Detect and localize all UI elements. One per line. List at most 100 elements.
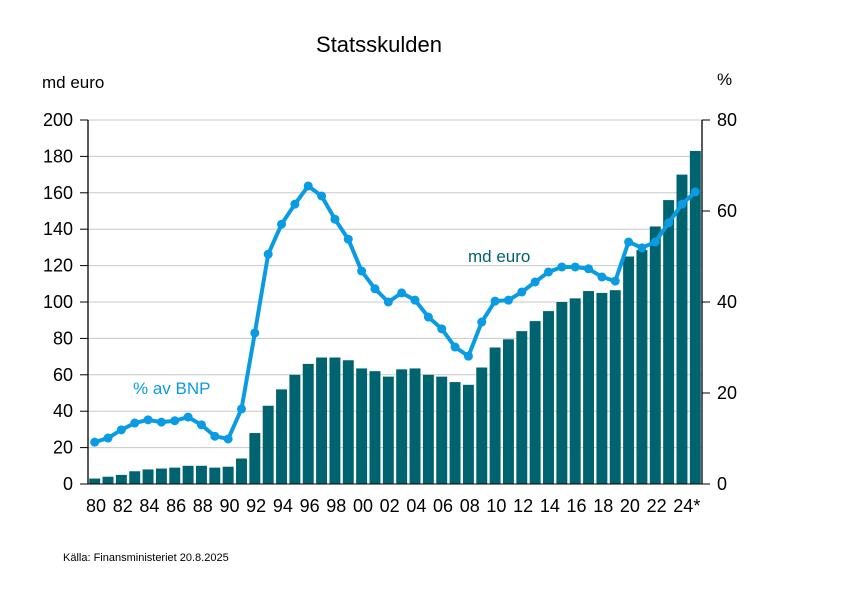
line-point	[463, 351, 473, 361]
bar	[182, 465, 194, 484]
line-point	[116, 425, 126, 435]
right-axis-unit: %	[717, 70, 732, 89]
line-point	[610, 276, 620, 286]
line-point	[183, 412, 193, 422]
bar	[516, 331, 528, 484]
x-tick-label: 16	[567, 496, 587, 516]
bar	[89, 478, 101, 484]
bar	[169, 467, 181, 484]
left-tick-label: 200	[43, 110, 73, 130]
line-point	[237, 404, 246, 414]
bar	[663, 200, 675, 484]
line-point	[370, 284, 380, 294]
right-tick-label: 40	[717, 292, 737, 312]
x-tick-label: 98	[326, 496, 346, 516]
x-tick-label: 88	[193, 496, 213, 516]
source-note: Källa: Finansministeriet 20.8.2025	[63, 552, 229, 564]
bar	[222, 466, 234, 484]
bar	[422, 374, 434, 484]
line-point	[650, 237, 660, 247]
x-tick-label: 18	[593, 496, 613, 516]
line-point	[103, 433, 113, 443]
line-point	[597, 272, 607, 282]
line-point	[624, 237, 634, 247]
bar	[276, 389, 288, 484]
bar	[569, 298, 581, 484]
bar	[556, 302, 568, 484]
x-tick-label: 80	[86, 496, 106, 516]
left-tick-label: 80	[53, 328, 73, 348]
line-point	[557, 262, 567, 272]
bar	[302, 363, 314, 484]
bar	[396, 369, 408, 484]
x-tick-label: 12	[513, 496, 533, 516]
line-point	[90, 437, 100, 447]
x-tick-label: 96	[300, 496, 320, 516]
bar-series	[89, 150, 701, 484]
left-tick-label: 180	[43, 146, 73, 166]
line-point	[450, 342, 460, 352]
bar	[462, 384, 474, 484]
line-point	[677, 199, 687, 209]
line-point	[410, 295, 420, 305]
bar	[316, 357, 328, 484]
line-point	[490, 296, 500, 306]
right-tick-label: 60	[717, 201, 737, 221]
left-tick-label: 140	[43, 219, 73, 239]
left-tick-label: 60	[53, 365, 73, 385]
bar	[623, 256, 635, 484]
bar	[476, 367, 488, 484]
line-point	[517, 287, 527, 297]
bar-series-label: md euro	[468, 247, 530, 266]
x-tick-label: 20	[620, 496, 640, 516]
line-point	[570, 262, 580, 272]
line-point	[477, 317, 487, 327]
line-series-label: % av BNP	[133, 379, 210, 398]
line-series	[90, 181, 700, 447]
line-point	[210, 431, 220, 441]
x-tick-label: 86	[166, 496, 186, 516]
x-tick-label: 10	[486, 496, 506, 516]
x-tick-label: 90	[219, 496, 239, 516]
x-tick-label: 14	[540, 496, 560, 516]
left-tick-labels: 0 20 40 60 80 100 120 140 160 180 200	[43, 110, 73, 494]
left-tick-label: 40	[53, 401, 73, 421]
x-tick-label: 92	[246, 496, 266, 516]
line-point	[156, 417, 166, 427]
bar	[142, 469, 154, 484]
x-tick-label: 82	[113, 496, 133, 516]
left-tick-label: 0	[63, 474, 73, 494]
bar	[155, 468, 167, 484]
line-point	[637, 243, 647, 253]
bar	[262, 405, 274, 484]
x-tick-label: 84	[139, 496, 159, 516]
line-point	[397, 288, 407, 298]
x-tick-label: 02	[380, 496, 400, 516]
bar	[369, 371, 381, 484]
bar	[289, 374, 301, 484]
bar	[329, 357, 341, 484]
bar	[356, 368, 368, 484]
x-tick-labels: 80 82 84 86 88 90 92 94 96 98 00 02 04 06 08 10 12 14 16 18…	[86, 496, 700, 516]
bar	[195, 465, 207, 484]
line-point	[143, 415, 153, 425]
line-point	[170, 416, 180, 426]
bar	[115, 474, 127, 484]
line-point	[223, 434, 233, 444]
bar	[102, 476, 114, 484]
line-point	[544, 267, 553, 277]
line-point	[303, 181, 313, 191]
right-tick-label: 0	[717, 474, 727, 494]
left-tick-label: 160	[43, 183, 73, 203]
bar	[676, 174, 688, 484]
line-point	[250, 328, 260, 338]
line-point	[330, 214, 340, 224]
left-tick-label: 20	[53, 438, 73, 458]
bar	[489, 347, 501, 484]
right-tick-labels: 0 20 40 60 80	[717, 110, 737, 494]
bar	[502, 339, 514, 484]
line-point	[357, 266, 367, 276]
chart-title: Statsskulden	[316, 32, 442, 57]
line-point	[277, 219, 287, 229]
